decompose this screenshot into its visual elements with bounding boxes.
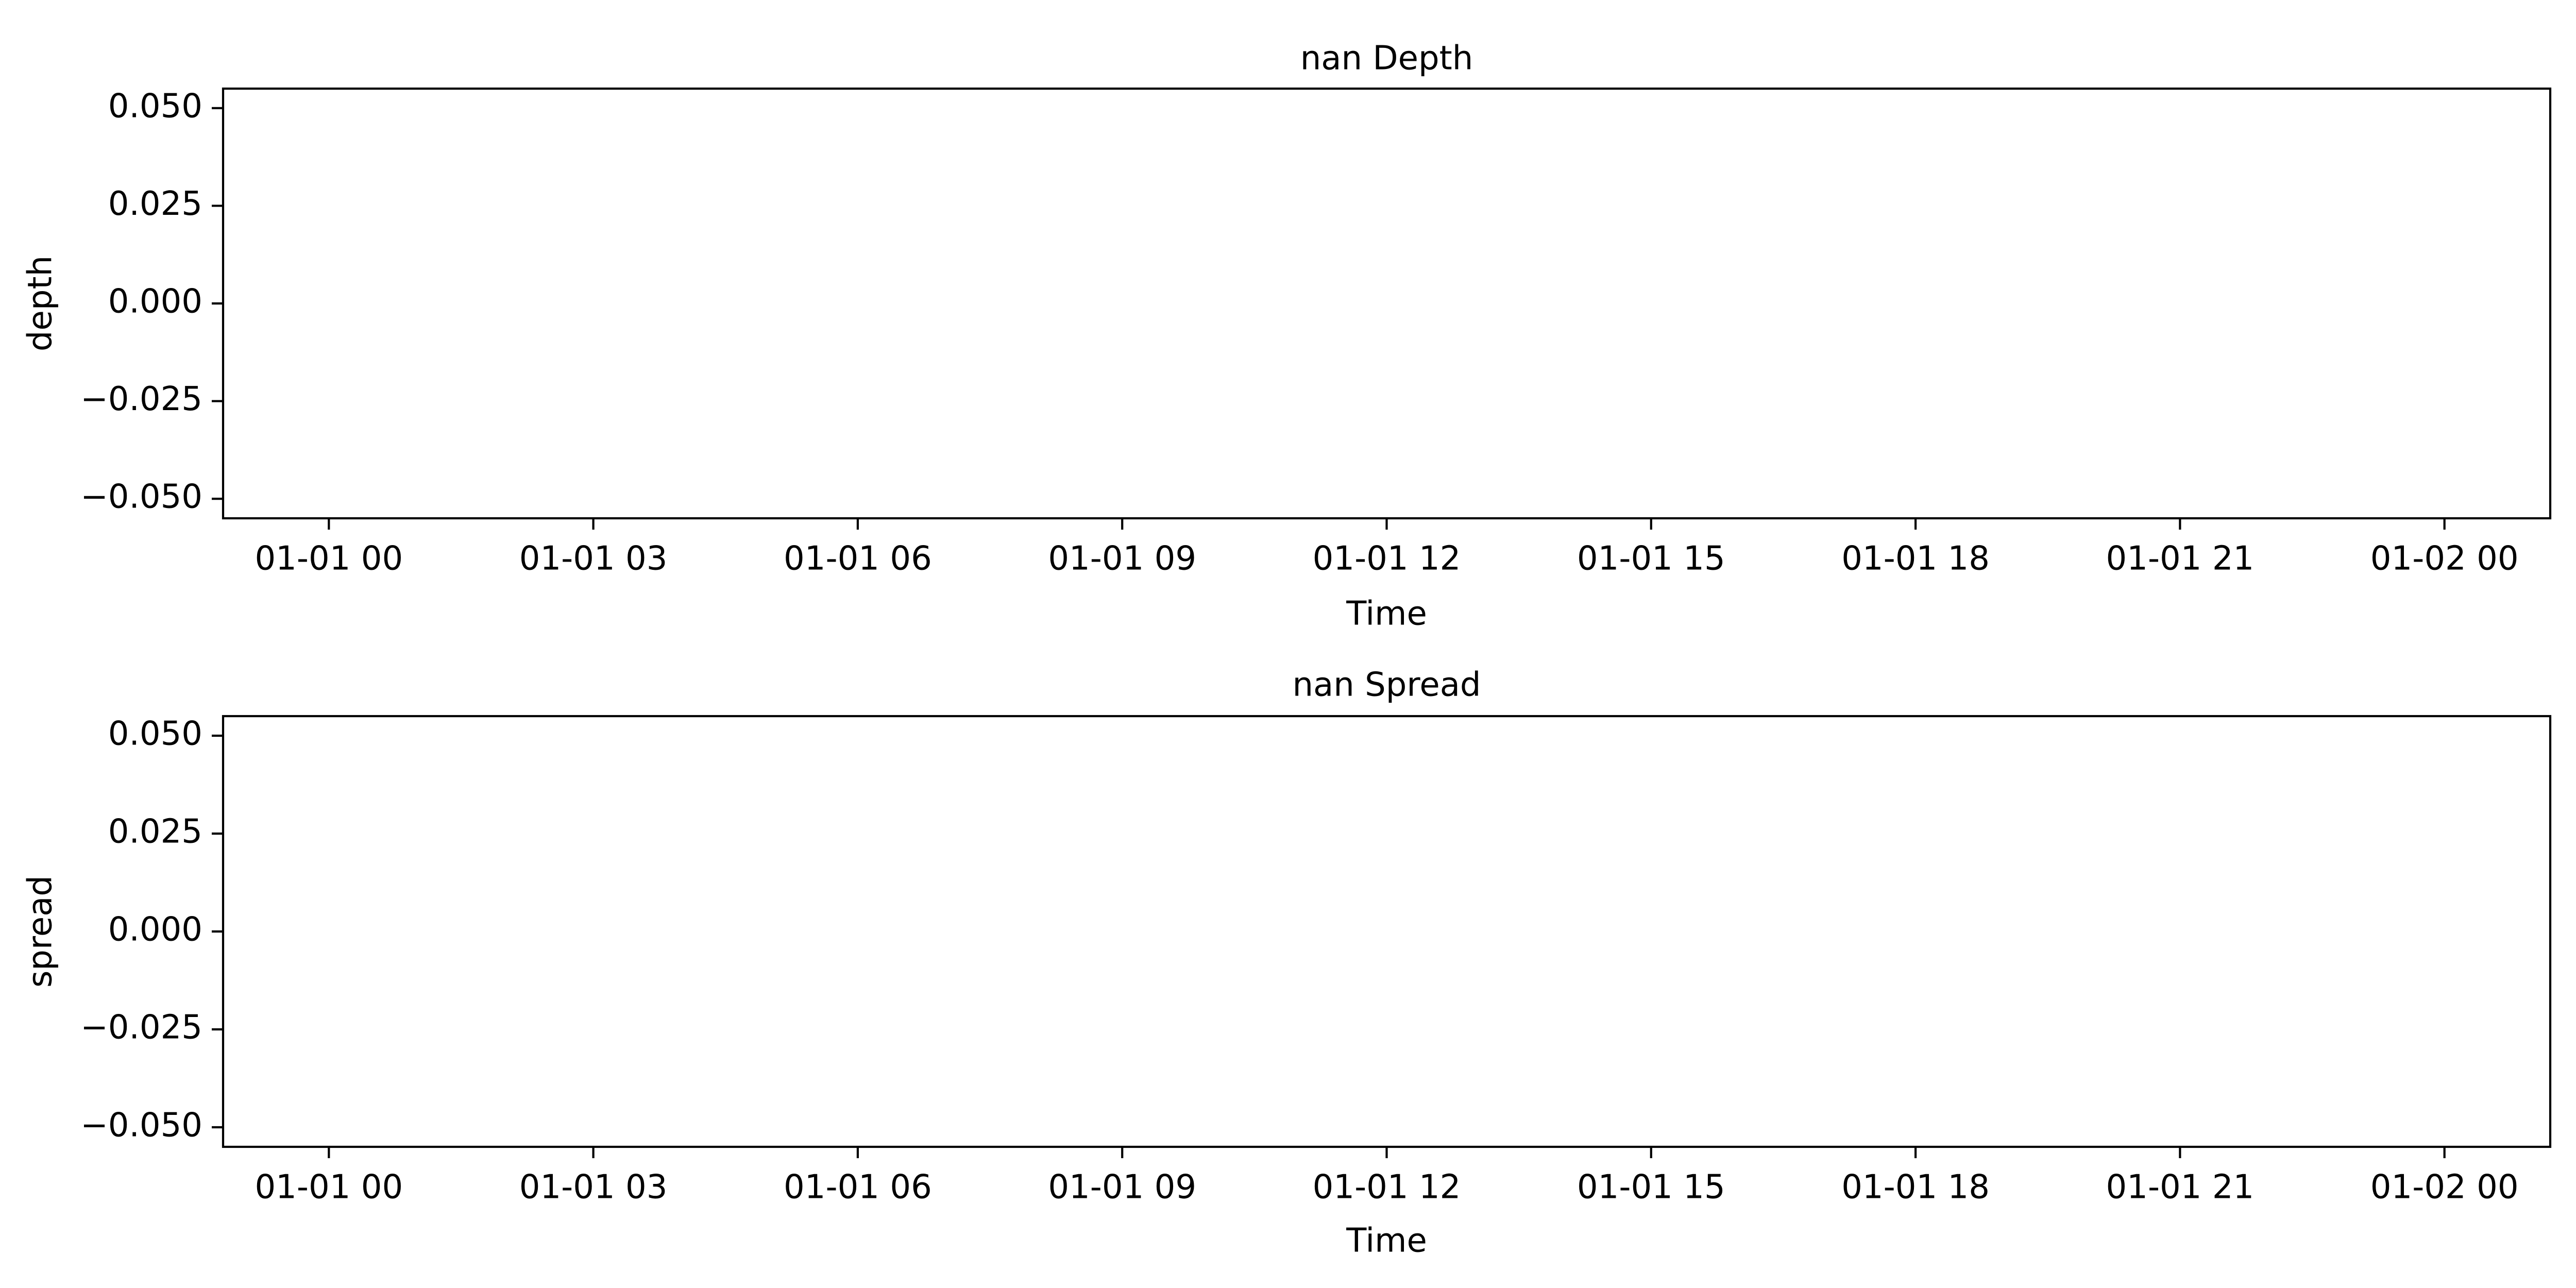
x-axis-label-1: Time [1346, 1222, 1427, 1260]
x-tick-label-0-0: 01-01 00 [255, 540, 403, 578]
x-tick-label-1-8: 01-02 00 [2370, 1168, 2519, 1207]
x-tick-label-0-1: 01-01 03 [519, 540, 668, 578]
x-tick-label-0-2: 01-01 06 [784, 540, 932, 578]
x-tick-label-1-4: 01-01 12 [1313, 1168, 1461, 1207]
x-tick-label-0-5: 01-01 15 [1577, 540, 1725, 578]
x-tick-label-0-4: 01-01 12 [1313, 540, 1461, 578]
y-tick-label-0-1: 0.025 [108, 185, 202, 223]
y-tick-label-1-3: −0.025 [80, 1009, 202, 1047]
x-tick-label-1-3: 01-01 09 [1048, 1168, 1196, 1207]
x-tick-label-1-2: 01-01 06 [784, 1168, 932, 1207]
x-axis-label-0: Time [1346, 595, 1427, 633]
x-tick-label-1-5: 01-01 15 [1577, 1168, 1725, 1207]
x-tick-label-1-0: 01-01 00 [255, 1168, 403, 1207]
x-tick-label-0-7: 01-01 21 [2106, 540, 2255, 578]
x-tick-label-0-3: 01-01 09 [1048, 540, 1196, 578]
chart-title-1: nan Spread [1292, 666, 1481, 704]
axes-frame-0 [222, 87, 2552, 520]
y-tick-label-1-4: −0.050 [80, 1107, 202, 1145]
x-tick-label-0-8: 01-02 00 [2370, 540, 2519, 578]
y-axis-label-0: depth [22, 256, 60, 351]
y-tick-label-0-2: 0.000 [108, 283, 202, 321]
chart-title-0: nan Depth [1300, 40, 1473, 78]
x-tick-label-1-6: 01-01 18 [1841, 1168, 1990, 1207]
y-tick-label-1-0: 0.050 [108, 715, 202, 753]
y-tick-label-1-2: 0.000 [108, 911, 202, 949]
y-tick-label-0-4: −0.050 [80, 478, 202, 516]
x-tick-label-1-7: 01-01 21 [2106, 1168, 2255, 1207]
axes-frame-1 [222, 715, 2552, 1148]
x-tick-label-0-6: 01-01 18 [1841, 540, 1990, 578]
x-tick-label-1-1: 01-01 03 [519, 1168, 668, 1207]
y-tick-label-0-0: 0.050 [108, 87, 202, 125]
y-axis-label-1: spread [22, 875, 60, 988]
y-tick-label-1-1: 0.025 [108, 813, 202, 851]
y-tick-label-0-3: −0.025 [80, 380, 202, 418]
